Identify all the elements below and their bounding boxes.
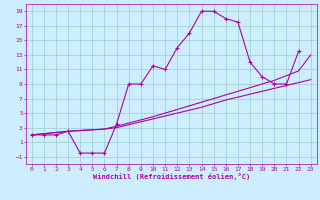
X-axis label: Windchill (Refroidissement éolien,°C): Windchill (Refroidissement éolien,°C) xyxy=(92,173,250,180)
